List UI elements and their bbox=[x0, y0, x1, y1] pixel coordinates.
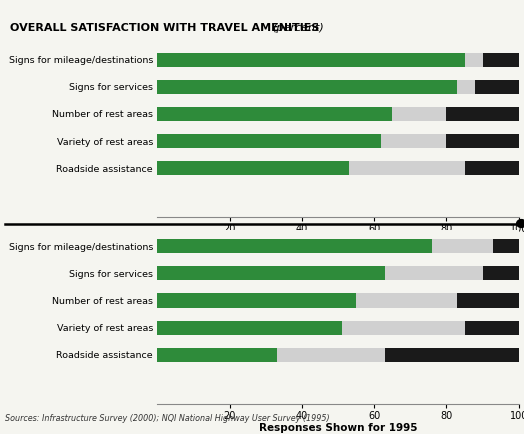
Bar bbox=[381, 134, 446, 148]
Bar bbox=[464, 161, 519, 175]
Legend: Satisfied, Neither/Don’t Know, Dissatisfied: Satisfied, Neither/Don’t Know, Dissatisf… bbox=[162, 354, 271, 386]
Bar bbox=[457, 80, 475, 94]
Text: (percent): (percent) bbox=[272, 23, 324, 33]
Bar bbox=[392, 107, 446, 121]
Bar bbox=[385, 348, 519, 362]
Bar bbox=[157, 161, 349, 175]
Bar bbox=[157, 293, 356, 308]
Text: Sources: Infrastructure Survey (2000); NQI National Highway User Survey (1995): Sources: Infrastructure Survey (2000); N… bbox=[5, 414, 330, 423]
Bar bbox=[157, 239, 432, 253]
Bar bbox=[432, 239, 494, 253]
Text: OVERALL SATISFACTION WITH TRAVEL AMENITIES: OVERALL SATISFACTION WITH TRAVEL AMENITI… bbox=[10, 23, 324, 33]
X-axis label: Responses Shown for 2000: Responses Shown for 2000 bbox=[259, 237, 417, 247]
Bar bbox=[483, 53, 519, 67]
Bar bbox=[157, 134, 381, 148]
Bar bbox=[356, 293, 457, 308]
Bar bbox=[157, 348, 277, 362]
Bar bbox=[157, 321, 342, 335]
Bar bbox=[446, 134, 519, 148]
Bar bbox=[464, 53, 483, 67]
Bar bbox=[494, 239, 519, 253]
Bar bbox=[457, 293, 519, 308]
Bar bbox=[385, 266, 483, 280]
Bar bbox=[483, 266, 519, 280]
X-axis label: Responses Shown for 1995: Responses Shown for 1995 bbox=[259, 423, 417, 433]
Bar bbox=[349, 161, 464, 175]
Bar bbox=[157, 80, 457, 94]
Bar bbox=[157, 266, 385, 280]
Bar bbox=[464, 321, 519, 335]
Bar bbox=[475, 80, 519, 94]
Bar bbox=[446, 107, 519, 121]
Bar bbox=[157, 107, 392, 121]
Bar bbox=[277, 348, 385, 362]
Bar bbox=[342, 321, 464, 335]
Bar bbox=[157, 53, 464, 67]
